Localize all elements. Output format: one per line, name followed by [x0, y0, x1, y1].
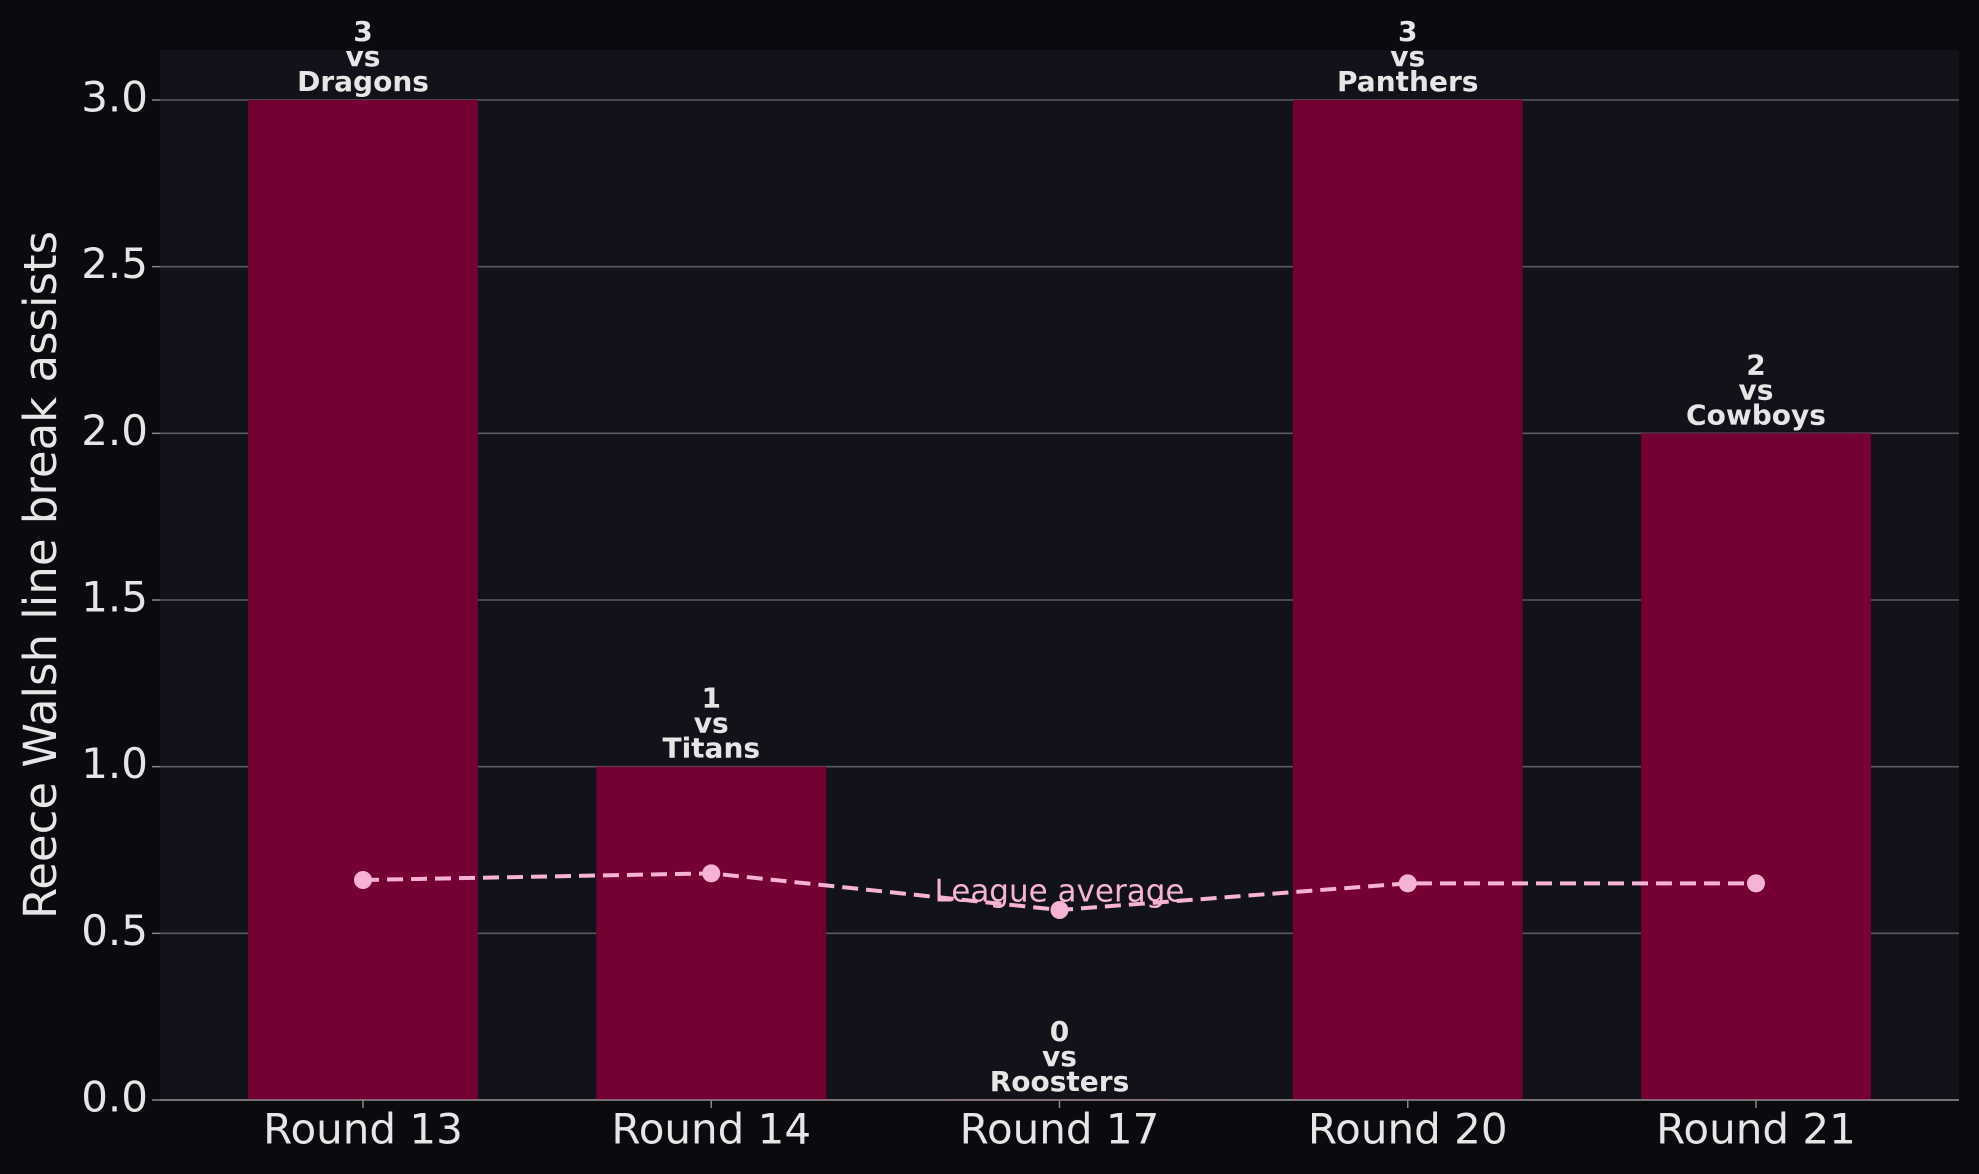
y-tick-label: 1.5: [81, 573, 148, 622]
bar-value-label: 3: [353, 15, 372, 48]
average-marker: [1398, 874, 1417, 893]
bar-value-label: 0: [1050, 1015, 1069, 1048]
bar-annotation: vs: [694, 707, 729, 740]
x-tick-label: Round 20: [1308, 1105, 1508, 1154]
bar: [1641, 433, 1871, 1100]
x-tick-label: Round 13: [263, 1105, 463, 1154]
x-tick-label: Round 21: [1656, 1105, 1856, 1154]
y-axis-label: Reece Walsh line break assists: [14, 231, 67, 919]
bar-annotation: vs: [1042, 1040, 1077, 1073]
bar-annotation: Roosters: [990, 1065, 1130, 1098]
y-tick-label: 2.0: [81, 406, 148, 455]
bar-annotation: vs: [1390, 40, 1425, 73]
bar-annotation: Dragons: [297, 65, 429, 98]
bar: [1292, 100, 1523, 1100]
y-tick-label: 1.0: [81, 739, 148, 788]
average-label: League average: [935, 874, 1185, 910]
bar-value-label: 3: [1398, 15, 1417, 48]
y-tick-label: 0.5: [81, 906, 148, 955]
bar: [248, 100, 478, 1100]
x-tick-label: Round 17: [960, 1105, 1160, 1154]
average-marker: [1050, 901, 1069, 919]
bar-annotation: Cowboys: [1686, 398, 1826, 431]
average-marker: [702, 864, 721, 883]
average-marker: [354, 871, 373, 889]
y-tick-label: 3.0: [81, 73, 148, 122]
average-marker: [1746, 874, 1765, 893]
bar-value-label: 1: [702, 682, 721, 715]
bar: [596, 766, 827, 1100]
bar-annotation: Titans: [662, 732, 760, 765]
bar-value-label: 2: [1746, 348, 1765, 381]
bar-annotation: vs: [1739, 373, 1774, 406]
y-tick-label: 0.0: [81, 1073, 148, 1122]
x-tick-label: Round 14: [611, 1105, 811, 1154]
y-tick-label: 2.5: [81, 239, 148, 288]
bar-annotation: vs: [346, 40, 381, 73]
bar-annotation: Panthers: [1337, 65, 1478, 98]
